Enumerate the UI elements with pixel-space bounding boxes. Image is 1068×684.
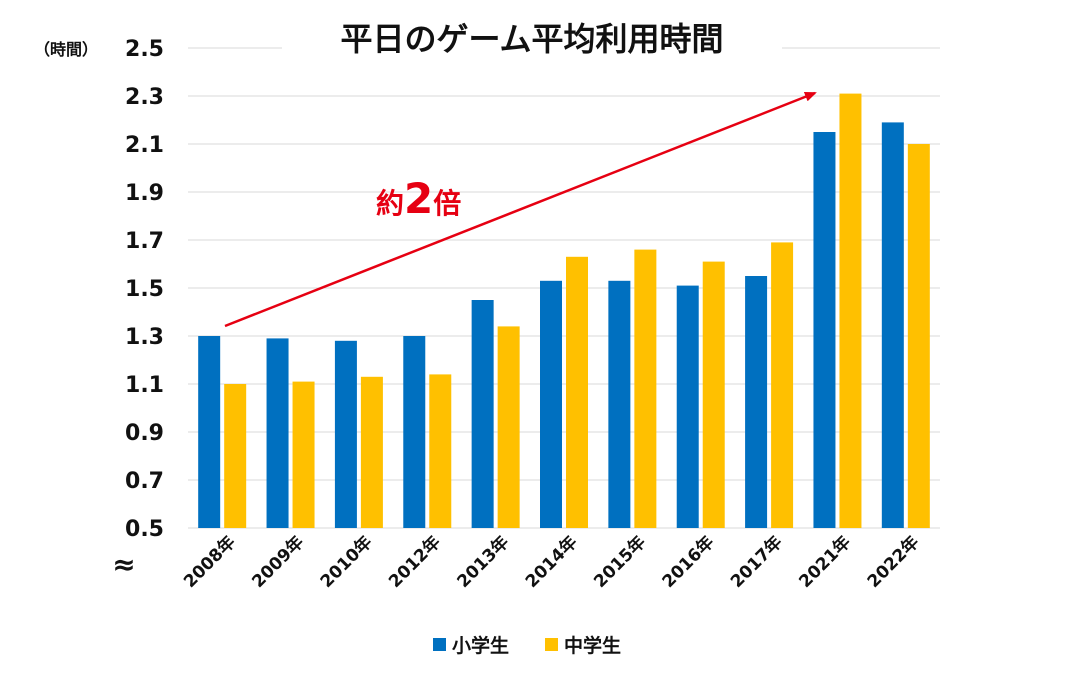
title-background xyxy=(282,12,782,60)
legend-label-junior-high: 中学生 xyxy=(564,634,621,657)
legend-swatch-junior-high xyxy=(545,638,558,651)
x-tick-label: 2012年 xyxy=(384,532,444,592)
bar-elementary-2014年 xyxy=(540,280,562,528)
x-tick-label: 2008年 xyxy=(179,532,239,592)
bar-junior-high-2013年 xyxy=(497,326,520,528)
x-axis-labels: 2008年 2009年 2010年 2012年 2013年 2014年 2015年 2016年… xyxy=(179,532,923,592)
x-tick-label: 2009年 xyxy=(248,532,308,592)
y-axis-ticks: 0.5 0.7 0.9 1.1 1.3 1.5 1.7 1.9 2.1 2.3 2.5 xyxy=(125,37,164,542)
bar-junior-high-2016年 xyxy=(702,261,725,528)
y-tick-label: 2.5 xyxy=(125,37,164,62)
bar-elementary-2022年 xyxy=(881,122,904,529)
trend-arrow xyxy=(224,91,817,328)
x-tick-label: 2016年 xyxy=(658,532,718,592)
y-tick-label: 2.1 xyxy=(125,133,164,158)
annotation-suffix: 倍 xyxy=(433,187,461,220)
bar-elementary-2017年 xyxy=(745,276,768,528)
bar-elementary-2021年 xyxy=(813,132,836,528)
y-tick-label: 0.7 xyxy=(125,469,164,494)
x-tick-label: 2022年 xyxy=(863,532,923,592)
bar-junior-high-2009年 xyxy=(292,381,315,528)
y-tick-label: 0.5 xyxy=(125,517,164,542)
annotation-label: 約2倍 xyxy=(376,174,461,223)
bar-junior-high-2008年 xyxy=(224,384,247,528)
x-tick-label: 2014年 xyxy=(521,532,581,592)
y-tick-label: 1.7 xyxy=(125,229,164,254)
y-tick-label: 1.1 xyxy=(125,373,164,398)
bar-junior-high-2021年 xyxy=(839,93,862,528)
y-tick-label: 1.9 xyxy=(125,181,164,206)
legend-label-elementary: 小学生 xyxy=(452,634,509,657)
annotation-number: 2 xyxy=(404,174,433,223)
bars xyxy=(198,93,930,529)
bar-elementary-2008年 xyxy=(198,336,221,528)
chart-title: 平日のゲーム平均利用時間 xyxy=(340,20,723,58)
legend-swatch-elementary xyxy=(433,638,446,651)
x-tick-label: 2017年 xyxy=(726,532,786,592)
bar-elementary-2016年 xyxy=(676,285,699,528)
bar-junior-high-2015年 xyxy=(634,249,657,528)
legend: 小学生 中学生 xyxy=(433,634,621,657)
bar-elementary-2012年 xyxy=(403,336,426,528)
bar-elementary-2009年 xyxy=(266,338,289,528)
annotation-prefix: 約 xyxy=(376,187,404,220)
bar-elementary-2015年 xyxy=(608,280,631,528)
y-tick-label: 1.5 xyxy=(125,277,164,302)
bar-junior-high-2010年 xyxy=(360,376,383,528)
x-tick-label: 2021年 xyxy=(795,532,855,592)
y-tick-label: 1.3 xyxy=(125,325,164,350)
y-axis-unit-label: （時間） xyxy=(34,40,98,59)
bar-elementary-2010年 xyxy=(334,340,357,528)
x-tick-label: 2010年 xyxy=(316,532,376,592)
bar-junior-high-2014年 xyxy=(566,256,588,528)
x-tick-label: 2015年 xyxy=(590,532,650,592)
y-tick-label: 2.3 xyxy=(125,85,164,110)
x-tick-label: 2013年 xyxy=(453,532,513,592)
axis-break-symbol: ≈ xyxy=(112,548,135,581)
bar-junior-high-2012年 xyxy=(429,374,452,528)
bar-junior-high-2017年 xyxy=(771,242,794,528)
bar-junior-high-2022年 xyxy=(907,144,930,528)
bar-elementary-2013年 xyxy=(471,300,494,528)
y-tick-label: 0.9 xyxy=(125,421,164,446)
